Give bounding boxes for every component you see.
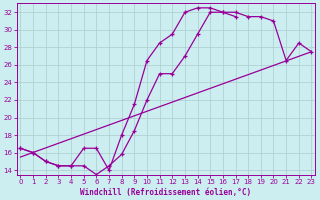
X-axis label: Windchill (Refroidissement éolien,°C): Windchill (Refroidissement éolien,°C)	[80, 188, 252, 197]
